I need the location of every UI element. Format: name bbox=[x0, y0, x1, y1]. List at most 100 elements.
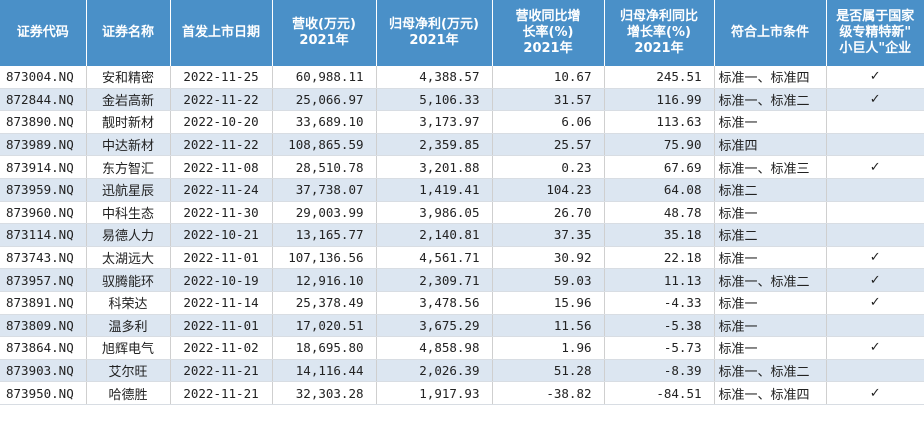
listing-standard: 标准二 bbox=[714, 223, 827, 247]
table-row: 873809.NQ 温多利 2022-11-01 17,020.51 3,675.29 1… bbox=[0, 314, 924, 338]
header-text-line: 归母净利同比 bbox=[619, 9, 698, 24]
net-profit-2021: 4,858.98 bbox=[376, 336, 493, 360]
header-text-line: 符合上市条件 bbox=[730, 25, 809, 40]
little-giant-check bbox=[826, 223, 924, 247]
header-text-line: 2021年 bbox=[409, 33, 459, 48]
security-code: 873809.NQ bbox=[0, 314, 87, 338]
little-giant-check bbox=[826, 178, 924, 202]
profit-growth-2021: 48.78 bbox=[604, 201, 715, 225]
net-profit-2021: 2,359.85 bbox=[376, 133, 493, 157]
listing-standard: 标准一、标准二 bbox=[714, 268, 827, 292]
net-profit-2021: 2,026.39 bbox=[376, 359, 493, 383]
little-giant-check bbox=[826, 110, 924, 134]
listing-date: 2022-11-08 bbox=[170, 155, 273, 179]
header-text-line: 证券名称 bbox=[101, 25, 154, 40]
revenue-growth-2021: 25.57 bbox=[492, 133, 605, 157]
header-row: 证券代码 证券名称 首发上市日期 营收(万元) 2021年 归母净利(万元) 2021年 营收… bbox=[0, 0, 924, 66]
table-row: 873864.NQ 旭辉电气 2022-11-02 18,695.80 4,858.98… bbox=[0, 336, 924, 360]
little-giant-check: ✓ bbox=[826, 291, 924, 315]
profit-growth-2021: -8.39 bbox=[604, 359, 715, 383]
table-row: 873004.NQ 安和精密 2022-11-25 60,988.11 4,388.57… bbox=[0, 66, 924, 89]
revenue-2021: 60,988.11 bbox=[272, 66, 377, 89]
listing-standard: 标准一、标准四 bbox=[714, 381, 827, 405]
security-code: 873903.NQ bbox=[0, 359, 87, 383]
little-giant-check bbox=[826, 359, 924, 383]
revenue-2021: 37,738.07 bbox=[272, 178, 377, 202]
listing-standard: 标准一、标准三 bbox=[714, 155, 827, 179]
profit-growth-2021: 11.13 bbox=[604, 268, 715, 292]
profit-growth-2021: 22.18 bbox=[604, 246, 715, 270]
net-profit-2021: 4,388.57 bbox=[376, 66, 493, 89]
net-profit-2021: 3,173.97 bbox=[376, 110, 493, 134]
net-profit-2021: 3,478.56 bbox=[376, 291, 493, 315]
security-code: 873959.NQ bbox=[0, 178, 87, 202]
header-profit-growth: 归母净利同比 增长率(%) 2021年 bbox=[604, 0, 715, 66]
revenue-2021: 17,020.51 bbox=[272, 314, 377, 338]
listing-date: 2022-11-01 bbox=[170, 314, 273, 338]
profit-growth-2021: 75.90 bbox=[604, 133, 715, 157]
revenue-growth-2021: 37.35 bbox=[492, 223, 605, 247]
little-giant-check: ✓ bbox=[826, 268, 924, 292]
listing-standard: 标准一 bbox=[714, 201, 827, 225]
revenue-growth-2021: 6.06 bbox=[492, 110, 605, 134]
security-name: 科荣达 bbox=[86, 291, 171, 315]
header-revenue: 营收(万元) 2021年 bbox=[272, 0, 377, 66]
revenue-growth-2021: 30.92 bbox=[492, 246, 605, 270]
listing-standard: 标准一、标准二 bbox=[714, 88, 827, 112]
revenue-growth-2021: 31.57 bbox=[492, 88, 605, 112]
revenue-2021: 108,865.59 bbox=[272, 133, 377, 157]
header-name: 证券名称 bbox=[86, 0, 171, 66]
security-name: 太湖远大 bbox=[86, 246, 171, 270]
revenue-2021: 33,689.10 bbox=[272, 110, 377, 134]
listing-date: 2022-11-01 bbox=[170, 246, 273, 270]
listing-standard: 标准一 bbox=[714, 110, 827, 134]
security-code: 873957.NQ bbox=[0, 268, 87, 292]
net-profit-2021: 1,419.41 bbox=[376, 178, 493, 202]
profit-growth-2021: 116.99 bbox=[604, 88, 715, 112]
revenue-2021: 25,378.49 bbox=[272, 291, 377, 315]
header-text-line: 首发上市日期 bbox=[181, 25, 260, 40]
security-code: 873890.NQ bbox=[0, 110, 87, 134]
security-code: 872844.NQ bbox=[0, 88, 87, 112]
profit-growth-2021: 35.18 bbox=[604, 223, 715, 247]
table-row: 873914.NQ 东方智汇 2022-11-08 28,510.78 3,201.88… bbox=[0, 155, 924, 179]
security-name: 中达新材 bbox=[86, 133, 171, 157]
net-profit-2021: 5,106.33 bbox=[376, 88, 493, 112]
listing-standard: 标准一 bbox=[714, 291, 827, 315]
little-giant-check: ✓ bbox=[826, 381, 924, 405]
revenue-growth-2021: 10.67 bbox=[492, 66, 605, 89]
listing-standard: 标准二 bbox=[714, 178, 827, 202]
listing-standard: 标准四 bbox=[714, 133, 827, 157]
header-text-line: 级专精特新" bbox=[839, 25, 912, 40]
little-giant-check bbox=[826, 201, 924, 225]
security-code: 873114.NQ bbox=[0, 223, 87, 247]
security-name: 旭辉电气 bbox=[86, 336, 171, 360]
revenue-2021: 32,303.28 bbox=[272, 381, 377, 405]
table-row: 873989.NQ 中达新材 2022-11-22 108,865.59 2,359.8… bbox=[0, 133, 924, 157]
listing-standard: 标准一 bbox=[714, 336, 827, 360]
profit-growth-2021: 113.63 bbox=[604, 110, 715, 134]
header-text-line: 是否属于国家 bbox=[836, 9, 915, 24]
listing-date: 2022-11-02 bbox=[170, 336, 273, 360]
revenue-2021: 14,116.44 bbox=[272, 359, 377, 383]
security-code: 873743.NQ bbox=[0, 246, 87, 270]
table-row: 873743.NQ 太湖远大 2022-11-01 107,136.56 4,561.7… bbox=[0, 246, 924, 270]
listing-date: 2022-11-21 bbox=[170, 381, 273, 405]
security-code: 873950.NQ bbox=[0, 381, 87, 405]
revenue-growth-2021: 51.28 bbox=[492, 359, 605, 383]
security-name: 温多利 bbox=[86, 314, 171, 338]
header-little-giant: 是否属于国家 级专精特新" 小巨人"企业 bbox=[826, 0, 924, 66]
security-name: 金岩高新 bbox=[86, 88, 171, 112]
profit-growth-2021: 64.08 bbox=[604, 178, 715, 202]
listing-date: 2022-11-24 bbox=[170, 178, 273, 202]
security-code: 873989.NQ bbox=[0, 133, 87, 157]
revenue-2021: 12,916.10 bbox=[272, 268, 377, 292]
header-text-line: 营收同比增 bbox=[515, 9, 581, 24]
ipo-data-table: 证券代码 证券名称 首发上市日期 营收(万元) 2021年 归母净利(万元) 2021年 营收… bbox=[0, 0, 924, 405]
security-code: 873960.NQ bbox=[0, 201, 87, 225]
security-name: 哈德胜 bbox=[86, 381, 171, 405]
revenue-growth-2021: -38.82 bbox=[492, 381, 605, 405]
header-code: 证券代码 bbox=[0, 0, 87, 66]
listing-date: 2022-11-30 bbox=[170, 201, 273, 225]
little-giant-check: ✓ bbox=[826, 336, 924, 360]
